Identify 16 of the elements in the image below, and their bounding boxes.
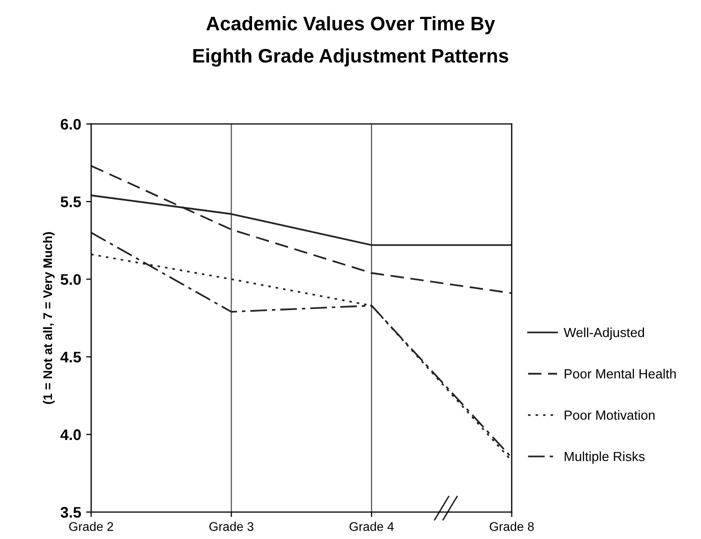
chart-title: Academic Values Over Time By Eighth Grade Adjustment Patterns — [193, 16, 508, 67]
y-tick-label: 6.0 — [60, 118, 81, 130]
y-tick-label: 3.5 — [60, 506, 81, 518]
y-axis-title: (1 = Not at all, 7 = Very Much) — [42, 232, 55, 404]
x-tick-label: Grade 8 — [490, 522, 534, 531]
legend-label: Multiple Risks — [564, 451, 645, 464]
x-tick-label: Grade 2 — [69, 522, 114, 531]
legend-label: Poor Mental Health — [564, 368, 676, 379]
x-tick-label: Grade 4 — [350, 522, 394, 531]
y-tick-label: 5.5 — [60, 196, 81, 208]
legend-label: Well-Adjusted — [564, 327, 644, 340]
legend-label: Poor Motivation — [564, 410, 654, 420]
y-tick-label: 4.0 — [60, 429, 81, 440]
x-tick-label: Grade 3 — [209, 522, 254, 531]
y-tick-label: 4.5 — [60, 352, 81, 363]
y-tick-label: 5.0 — [60, 274, 81, 285]
